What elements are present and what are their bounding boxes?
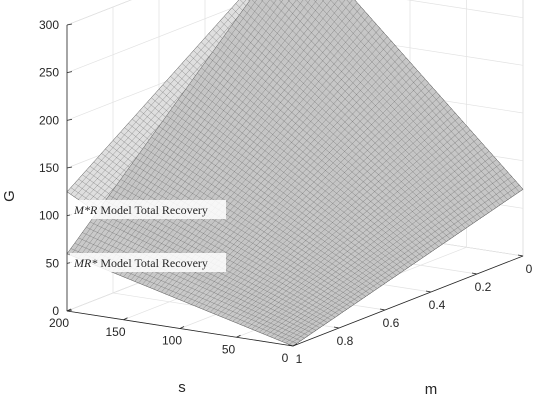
z-tick-label: 200 <box>39 113 59 127</box>
y-tick <box>179 326 185 329</box>
y-tick-label: 200 <box>49 316 69 330</box>
z-tick-label: 100 <box>39 209 59 223</box>
x-tick <box>287 344 294 347</box>
annotation-2-italic: MR* <box>73 256 97 270</box>
z-tick-label: 150 <box>39 161 59 175</box>
x-tick-label: 0 <box>526 262 533 276</box>
x-tick <box>425 290 432 293</box>
x-tick <box>379 308 386 311</box>
x-tick <box>333 326 340 329</box>
y-tick-label: 0 <box>282 351 289 365</box>
annotation-mr-model-second: MR* Model Total Recovery <box>70 253 226 272</box>
x-tick-label: 0.2 <box>475 280 492 294</box>
x-axis-line <box>292 255 524 347</box>
x-tick <box>471 272 478 275</box>
y-tick <box>123 317 128 321</box>
annotations: M*R Model Total Recovery MR* Model Total… <box>70 200 226 272</box>
svg-text:M*R Model Total Recovery: M*R Model Total Recovery <box>73 203 208 217</box>
annotation-1-italic: M*R <box>73 203 98 217</box>
x-tick-label: 1 <box>296 352 303 366</box>
x-tick-label: 0.4 <box>429 298 446 312</box>
y-tick-label: 150 <box>105 325 125 339</box>
annotation-mr-star-model-first: M*R Model Total Recovery <box>70 200 226 219</box>
x-tick-label: 0.8 <box>337 334 354 348</box>
z-tick <box>66 166 73 169</box>
tick-labels: 05010015020025030005010015020000.20.40.6… <box>39 18 533 366</box>
z-tick-label: 300 <box>39 18 59 32</box>
y-tick <box>292 343 298 347</box>
z-axis-title: G <box>1 190 18 202</box>
z-tick-label: 50 <box>46 256 60 270</box>
y-axis-title: s <box>178 379 186 396</box>
x-axis-title: m <box>425 381 438 398</box>
z-tick <box>66 71 73 74</box>
y-tick-label: 100 <box>162 334 182 348</box>
x-tick <box>517 254 524 257</box>
svg-text:MR* Model Total Recovery: MR* Model Total Recovery <box>73 256 208 270</box>
annotation-2-rest: Model Total Recovery <box>97 256 208 270</box>
surface-mesh <box>66 0 524 347</box>
z-tick <box>66 118 73 121</box>
gridline-z <box>66 0 524 74</box>
annotation-1-rest: Model Total Recovery <box>97 203 208 217</box>
y-tick <box>236 334 241 338</box>
z-tick-label: 250 <box>39 66 59 80</box>
y-tick-label: 50 <box>222 342 236 356</box>
y-tick <box>66 308 72 312</box>
x-tick-label: 0.6 <box>383 316 400 330</box>
z-tick-label: 0 <box>52 304 59 318</box>
z-tick <box>66 23 73 26</box>
